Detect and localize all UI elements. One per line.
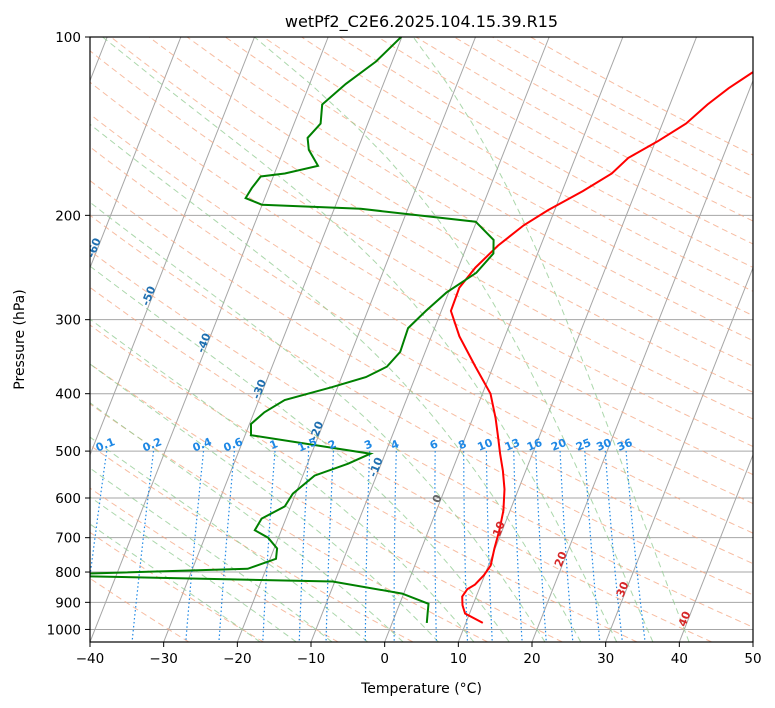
x-tick-label: 0 [380, 651, 389, 667]
dry-adiabat [90, 531, 264, 642]
y-axis-title: Pressure (hPa) [12, 289, 28, 389]
mixing-ratio-label: 3 [362, 437, 374, 452]
isotherm-line [531, 79, 753, 642]
x-tick-label: −10 [297, 651, 326, 667]
dry-adiabat [90, 403, 488, 642]
x-tick-label: 20 [523, 651, 540, 667]
mixing-ratio-label: 8 [456, 437, 468, 452]
mixing-ratio-label: 13 [503, 436, 522, 454]
x-tick-label: −40 [76, 651, 105, 667]
y-tick-label: 700 [55, 531, 81, 547]
mixing-ratio-line [262, 451, 276, 642]
mixing-ratio-label: 10 [476, 436, 495, 454]
y-tick-label: 100 [55, 30, 81, 46]
mixing-ratio-label: 25 [574, 436, 593, 454]
moist-adiabat [90, 402, 404, 642]
mixing-ratio-line [393, 451, 397, 642]
x-tick-label: −20 [223, 651, 252, 667]
isotherm-line [90, 37, 182, 270]
x-axis: −40 −30 −20 −10 0 10 20 30 40 50 [76, 642, 762, 667]
dry-adiabat [90, 363, 563, 642]
dry-adiabat [90, 146, 753, 534]
y-tick-label: 200 [55, 208, 81, 224]
mixing-ratio-label: 2 [326, 437, 338, 452]
y-tick-label: 300 [55, 313, 81, 329]
chart-title: wetPf2_C2E6.2025.104.15.39.R15 [285, 12, 558, 32]
y-tick-label: 400 [55, 387, 81, 403]
mixing-ratio-label: 36 [615, 436, 634, 454]
mixing-ratio-line [325, 451, 335, 642]
dry-adiabat [90, 286, 712, 642]
plot-frame [89, 36, 754, 643]
mixing-ratio-line [131, 451, 155, 642]
isotherm-line [236, 37, 476, 642]
dewpoint-line [90, 37, 495, 623]
x-tick-label: 10 [450, 651, 467, 667]
moist-adiabat [102, 37, 618, 642]
background-lines [90, 37, 753, 642]
mixing-ratio-line [559, 451, 574, 642]
mixing-ratio-line [513, 451, 523, 642]
profile-lines [90, 37, 753, 624]
y-tick-label: 800 [55, 565, 81, 581]
mixing-ratio-label: 20 [549, 436, 568, 454]
dry-adiabat [90, 250, 753, 628]
mixing-ratio-line [535, 451, 547, 642]
dry-adiabat [225, 37, 753, 342]
mixing-ratio-line [185, 451, 205, 642]
mixing-ratio-label: 30 [594, 436, 613, 454]
y-tick-label: 900 [55, 595, 81, 611]
x-tick-label: 50 [744, 651, 761, 667]
mixing-ratio-label: 1 [268, 437, 280, 452]
mixing-ratio-line [218, 451, 235, 642]
isotherm-label: 20 [552, 549, 570, 568]
isotherm-line [90, 37, 255, 457]
isotherm-label: 30 [614, 579, 632, 598]
dry-adiabat [90, 50, 753, 448]
dry-adiabat [90, 214, 753, 596]
moist-adiabat [90, 496, 297, 642]
dry-adiabat [110, 37, 753, 420]
x-tick-label: −30 [149, 651, 178, 667]
y-tick-label: 1000 [47, 622, 81, 638]
mixing-ratio-line [434, 451, 437, 642]
y-tick-label: 600 [55, 491, 81, 507]
y-tick-label: 500 [55, 444, 81, 460]
mixing-ratio-line [463, 451, 469, 642]
mixing-ratio-line [298, 451, 310, 642]
dry-adiabat [263, 37, 753, 317]
mixing-ratio-line [364, 451, 371, 642]
y-axis: 1000 900 800 700 600 500 400 300 200 100 [47, 30, 90, 638]
isotherm-line [605, 266, 753, 642]
dry-adiabat [90, 180, 753, 565]
dry-adiabat [90, 324, 638, 642]
temperature-line [449, 70, 753, 624]
isotherm-label: 10 [490, 519, 508, 538]
dry-adiabat [90, 444, 414, 642]
mixing-ratio-line [625, 451, 646, 642]
isotherm-line [384, 37, 624, 642]
isotherm-line [457, 37, 697, 642]
mixing-ratio-label: 16 [525, 436, 544, 454]
x-axis-title: Temperature (°C) [360, 681, 482, 697]
moist-adiabat [90, 265, 510, 642]
x-tick-label: 30 [597, 651, 614, 667]
isotherm-line [678, 453, 753, 642]
isotherm-label: 40 [676, 609, 694, 628]
mixing-ratio-line [485, 451, 493, 642]
isotherm-line [90, 37, 329, 642]
mixing-ratio-line [604, 451, 623, 642]
moist-adiabat [90, 201, 546, 642]
moist-adiabat [254, 37, 654, 642]
moist-adiabat [90, 123, 582, 642]
x-tick-label: 40 [671, 651, 688, 667]
isotherm-line [163, 37, 403, 642]
mixing-ratio-line [584, 451, 601, 642]
moist-adiabat [90, 467, 333, 642]
